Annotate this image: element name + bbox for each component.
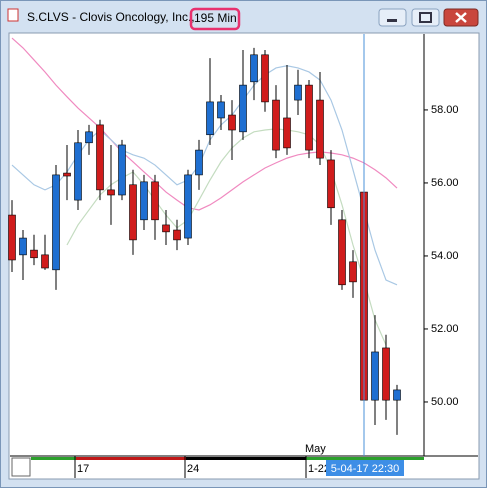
candle-body: [85, 131, 93, 144]
x-tick-label: 1-22: [308, 463, 330, 475]
candle-body: [382, 347, 390, 401]
session-strip: [186, 457, 306, 460]
title-highlight-box: [189, 7, 241, 31]
close-glyph: [455, 12, 467, 23]
crosshair-label: 5-04-17 22:30: [331, 463, 400, 475]
candle-body: [41, 254, 49, 269]
candle-body: [184, 174, 192, 239]
y-tick-label: 50.00: [431, 396, 459, 408]
x-month-label: May: [305, 443, 326, 455]
session-strip: [306, 457, 424, 460]
app-icon: [7, 8, 19, 22]
minimize-glyph: [387, 19, 397, 22]
x-tick-label: 17: [77, 463, 89, 475]
candle-body: [206, 101, 214, 136]
session-strip: [31, 457, 76, 460]
candle-body: [305, 84, 313, 151]
candle-body: [272, 99, 280, 151]
y-tick-label: 52.00: [431, 323, 459, 335]
candle-body: [8, 214, 16, 261]
x-tick-label: 24: [187, 463, 199, 475]
restore-button-box[interactable]: [411, 8, 440, 27]
candle-body: [96, 124, 104, 191]
minimize-button[interactable]: [378, 8, 407, 27]
candle-body: [283, 117, 291, 149]
y-tick-label: 58.00: [431, 104, 459, 116]
candle-body: [393, 389, 401, 401]
close-button[interactable]: [443, 8, 479, 27]
candle-body: [250, 54, 258, 83]
candle-body: [173, 229, 181, 241]
minimize-button-box[interactable]: [378, 8, 407, 27]
candle-body: [52, 174, 60, 271]
candle-body: [30, 249, 38, 259]
candle-body: [371, 351, 379, 401]
y-tick-label: 54.00: [431, 250, 459, 262]
y-tick-label: 56.00: [431, 177, 459, 189]
moving-average-line: [11, 37, 398, 211]
candle-body: [162, 224, 170, 233]
candle-body: [195, 149, 203, 176]
candle-body: [316, 99, 324, 159]
candle-body: [294, 84, 302, 101]
window-title-highlight: 195 Min: [194, 11, 237, 25]
session-strip: [76, 457, 186, 460]
candle-body: [140, 181, 148, 221]
restore-button[interactable]: [411, 8, 440, 27]
crosshair-label-box: [326, 460, 404, 476]
candle-body: [74, 142, 82, 201]
candle-body: [261, 54, 269, 103]
candle-body: [349, 261, 357, 283]
candle-body: [338, 219, 346, 286]
candle-body: [118, 144, 126, 196]
candle-body: [217, 101, 225, 119]
candle-body: [63, 172, 71, 177]
restore-glyph: [419, 12, 432, 23]
candle-body: [327, 159, 335, 209]
candle-body: [228, 114, 236, 131]
candle-body: [151, 181, 159, 221]
candle-body: [107, 189, 115, 196]
window-title: S.CLVS - Clovis Oncology, Inc.,: [27, 10, 195, 24]
candle-body: [19, 237, 27, 256]
corner-box: [11, 457, 31, 477]
candle-body: [239, 84, 247, 133]
candle-body: [129, 184, 137, 241]
plot: 50.00 52.00 54.00 56.00 58.00 17 24 1-22 May: [8, 37, 459, 478]
